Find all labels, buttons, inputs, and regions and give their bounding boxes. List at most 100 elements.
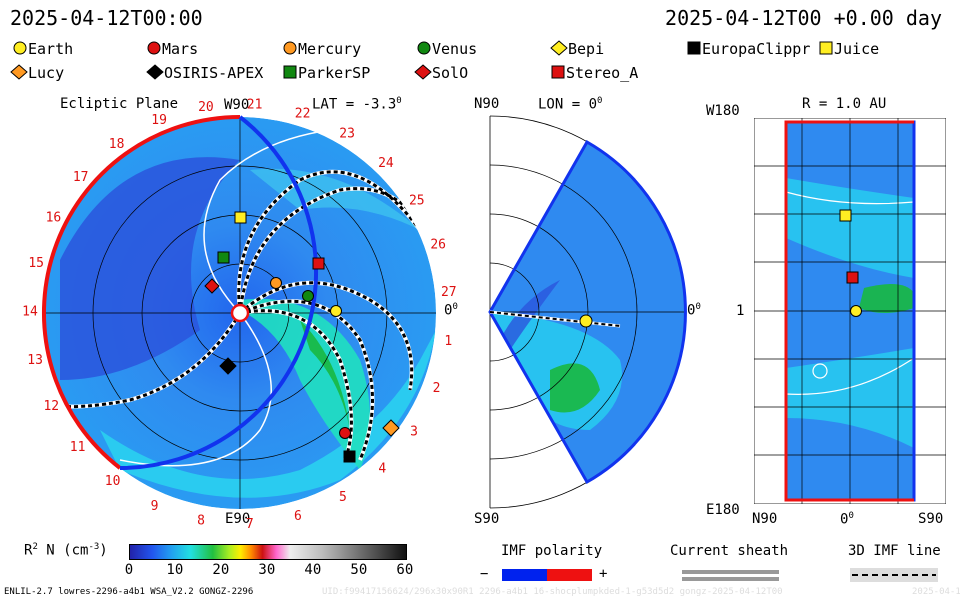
colorbar-tick-10: 10	[166, 562, 184, 578]
carrington-tick-12: 12	[43, 399, 59, 414]
current-sheath-swatch	[682, 570, 779, 574]
imf-line-swatch	[850, 568, 938, 582]
low-density-region	[60, 157, 240, 380]
imf-polarity-title: IMF polarity	[501, 543, 603, 559]
polarity-rim-negative	[119, 115, 318, 470]
carrington-tick-20: 20	[198, 100, 214, 115]
carrington-tick-3: 3	[410, 424, 418, 439]
map-x-right-label: S90	[918, 511, 944, 527]
parkersp-marker-icon	[283, 65, 297, 79]
ecliptic-top-label: W90	[224, 97, 250, 113]
stereo-a-marker-icon	[551, 65, 565, 79]
legend-label: EuropaClippr	[702, 40, 811, 58]
legend-label: Mars	[162, 40, 199, 58]
footer-date-info: 2025-04-13	[912, 587, 960, 597]
ecliptic-bottom-label: E90	[225, 511, 251, 527]
map-r-label: R = 1.0 AU	[802, 96, 887, 112]
carrington-tick-6: 6	[294, 509, 302, 524]
legend-item-solo[interactable]: SolO	[414, 64, 468, 82]
colorbar-gradient	[129, 544, 407, 560]
density-region-stream	[240, 298, 370, 470]
current-sheet-line	[119, 312, 272, 467]
legend-label: SolO	[432, 64, 469, 82]
legend-label: OSIRIS-APEX	[164, 64, 264, 82]
meridional-plot	[488, 115, 687, 509]
map-polarity-border-positive	[786, 120, 914, 502]
map-x-mid-label: 00	[840, 511, 854, 528]
mercury-marker-icon	[283, 41, 297, 55]
parkersp-marker[interactable]	[217, 251, 230, 264]
ecliptic-lat-label: LAT = -3.30	[312, 96, 402, 113]
legend-item-juice[interactable]: Juice	[818, 40, 879, 58]
map-mid-left-label: 1	[736, 303, 745, 319]
imf-line-title: 3D IMF line	[848, 543, 941, 559]
osiris-apex-marker-icon	[146, 64, 164, 80]
right-timestamp: 2025-04-12T00 +0.00 day	[665, 6, 942, 30]
carrington-tick-21: 21	[247, 98, 263, 113]
map-current-sheet-loop	[812, 363, 828, 379]
legend-item-lucy[interactable]: Lucy	[10, 64, 64, 82]
left-timestamp: 2025-04-12T00:00	[10, 6, 203, 30]
stereo-a-marker-map[interactable]	[846, 271, 859, 284]
polarity-rim-positive	[42, 115, 241, 470]
mercury-marker[interactable]	[270, 277, 282, 289]
europaclipper-marker[interactable]	[343, 450, 356, 463]
legend-label: Juice	[834, 40, 880, 58]
solo-marker[interactable]	[204, 278, 220, 294]
carrington-tick-1: 1	[444, 334, 452, 349]
stereo-a-marker[interactable]	[312, 257, 325, 270]
legend-label: Earth	[28, 40, 74, 58]
meridional-lon-label: LON = 00	[538, 96, 603, 113]
meridional-bottom-label: S90	[474, 511, 500, 527]
juice-marker-icon	[819, 41, 833, 55]
map-region-green	[859, 284, 914, 313]
earth-marker-map[interactable]	[850, 305, 862, 317]
legend-item-mercury[interactable]: Mercury	[282, 40, 361, 58]
legend-item-bepi[interactable]: Bepi	[550, 40, 604, 58]
meridional-imf-line-dashed	[489, 311, 621, 327]
legend-item-parkersp[interactable]: ParkerSP	[282, 64, 370, 82]
legend-item-mars[interactable]: Mars	[146, 40, 198, 58]
legend-item-europaclipper[interactable]: EuropaClippr	[686, 40, 810, 58]
meridional-grid	[489, 164, 686, 460]
juice-marker[interactable]	[234, 211, 247, 224]
earth-marker-meridional[interactable]	[579, 314, 593, 328]
legend-item-venus[interactable]: Venus	[416, 40, 477, 58]
lucy-marker[interactable]	[382, 419, 400, 437]
meridional-region-green	[550, 363, 600, 413]
carrington-tick-14: 14	[22, 305, 38, 320]
legend-item-stereo-a[interactable]: Stereo_A	[550, 64, 638, 82]
meridional-top-label: N90	[474, 96, 500, 112]
legend-label: Stereo_A	[566, 64, 639, 82]
colorbar-title: R2 N (cm-3)	[24, 542, 108, 559]
colorbar-tick-40: 40	[304, 562, 322, 578]
map-x-left-label: N90	[752, 511, 778, 527]
venus-marker[interactable]	[302, 290, 314, 302]
mars-marker[interactable]	[339, 427, 351, 439]
carrington-tick-8: 8	[197, 513, 205, 528]
solo-marker-icon	[414, 64, 432, 80]
map-top-left-label: W180	[706, 103, 740, 119]
ecliptic-title: Ecliptic Plane	[60, 96, 179, 112]
legend-item-osiris-apex[interactable]: OSIRIS-APEX	[146, 64, 263, 82]
imf-polarity-positive-swatch	[547, 569, 592, 581]
map-bottom-left-label: E180	[706, 502, 740, 518]
europaclipper-marker-icon	[687, 41, 701, 55]
carrington-tick-4: 4	[378, 461, 386, 476]
carrington-tick-22: 22	[295, 107, 311, 122]
carrington-tick-13: 13	[27, 353, 43, 368]
carrington-tick-18: 18	[109, 137, 125, 152]
carrington-tick-11: 11	[70, 440, 86, 455]
density-region-high	[300, 320, 350, 430]
earth-marker[interactable]	[330, 305, 342, 317]
meridional-right-label: 00	[687, 302, 701, 319]
legend-item-earth[interactable]: Earth	[12, 40, 73, 58]
carrington-tick-19: 19	[151, 113, 167, 128]
carrington-tick-25: 25	[409, 194, 425, 209]
osiris-apex-marker[interactable]	[219, 357, 237, 375]
legend-label: Venus	[432, 40, 478, 58]
current-sheath-title: Current sheath	[670, 543, 789, 559]
colorbar-tick-50: 50	[350, 562, 368, 578]
juice-marker-map[interactable]	[839, 209, 852, 222]
